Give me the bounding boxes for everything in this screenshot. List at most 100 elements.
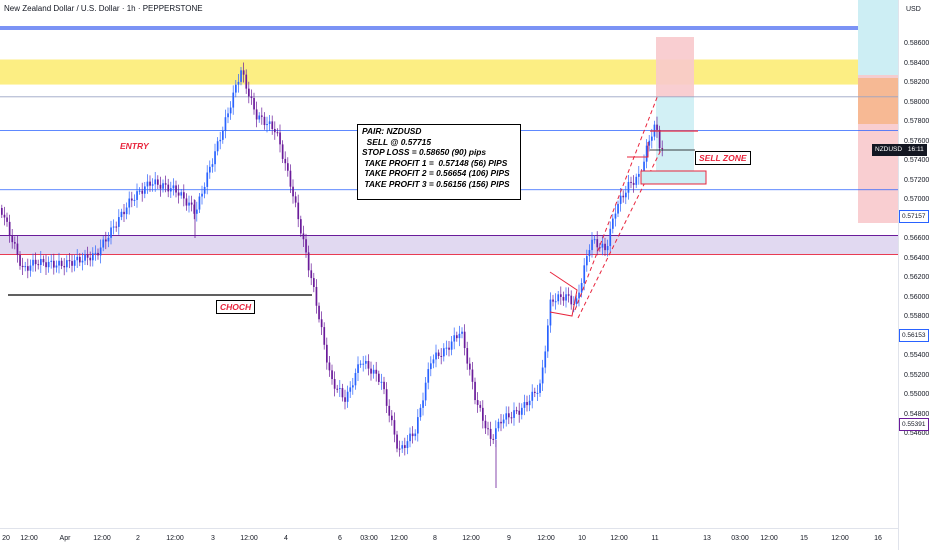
time-tick-label: 6 [338, 535, 342, 542]
symbol-tag-name: NZDUSD [875, 146, 903, 153]
candle-body [313, 278, 315, 287]
chart-area[interactable]: New Zealand Dollar / U.S. Dollar · 1h · … [0, 0, 898, 528]
time-tick-label: 13 [703, 535, 711, 542]
candle-body [302, 233, 305, 240]
candle-body [471, 369, 474, 382]
candle-body [58, 260, 60, 266]
candle-body [27, 266, 29, 271]
candle-body [536, 392, 539, 394]
candle-body [567, 294, 570, 296]
candle-body [492, 438, 495, 440]
candle-body [586, 256, 588, 266]
candle-body [37, 264, 40, 266]
candle-body [523, 402, 526, 408]
candle-body [172, 185, 175, 189]
candle-body [495, 428, 497, 440]
candle-body [16, 243, 19, 255]
price-tick-label: 0.54800 [904, 410, 930, 418]
candle-body [580, 282, 583, 293]
candle-body [263, 116, 266, 126]
time-tick-label: 4 [284, 535, 288, 542]
candle-body [274, 128, 276, 133]
candle-body [53, 260, 55, 268]
candle-body [398, 448, 401, 450]
candle-body [216, 141, 219, 152]
candle-body [476, 400, 479, 405]
time-tick-label: 11 [651, 535, 659, 542]
top-resistance-line [0, 26, 898, 30]
candle-body [19, 254, 21, 266]
candle-body [479, 404, 482, 408]
candle-body [297, 202, 300, 220]
candle-body [159, 184, 162, 189]
price-tick-label: 0.57800 [904, 118, 930, 125]
candle-body [518, 410, 521, 415]
candle-body [219, 139, 222, 142]
candle-body [372, 369, 375, 374]
candle-body [183, 192, 185, 199]
candle-body [84, 254, 86, 261]
candle-body [331, 370, 333, 380]
candle-body [534, 391, 536, 393]
candle-body [211, 164, 214, 167]
candle-body [99, 247, 102, 256]
candle-body [242, 70, 245, 75]
candle-body [162, 183, 164, 189]
candle-body [502, 419, 505, 424]
candle-body [128, 198, 131, 208]
candle-body [627, 181, 630, 193]
time-tick-label: 12:00 [760, 535, 778, 542]
candle-body [268, 121, 271, 125]
price-tick-label: 0.56400 [904, 254, 930, 262]
candle-body [497, 421, 500, 429]
trade-info-box: PAIR: NZDUSD SELL @ 0.57715 STOP LOSS = … [357, 124, 521, 200]
chart-canvas[interactable] [0, 0, 898, 528]
candle-body [279, 132, 281, 145]
demand-zone [0, 235, 898, 255]
candle-body [222, 130, 224, 140]
candle-body [281, 144, 284, 159]
candle-body [440, 355, 443, 357]
symbol-title: New Zealand Dollar / U.S. Dollar · 1h · … [4, 4, 203, 13]
candle-body [307, 252, 310, 271]
time-tick-label: 12:00 [831, 535, 849, 542]
candle-body [138, 190, 141, 192]
price-tick-label: 0.57600 [904, 137, 930, 145]
candle-body [110, 227, 112, 238]
candle-body [151, 184, 154, 186]
candle-body [341, 388, 344, 398]
price-tick-label: 0.56000 [904, 293, 930, 301]
candle-body [292, 186, 294, 197]
candle-body [583, 265, 586, 283]
candle-body [375, 369, 378, 374]
tp-box [640, 170, 707, 185]
candle-body [47, 261, 50, 268]
time-tick-label: 9 [507, 535, 511, 542]
candle-body [79, 256, 81, 263]
candle-body [630, 181, 632, 183]
candle-body [380, 381, 383, 383]
candle-body [365, 361, 367, 364]
candle-body [458, 333, 461, 339]
time-axis[interactable] [0, 528, 898, 551]
candle-body [645, 145, 648, 162]
price-axis[interactable] [898, 0, 932, 550]
candle-body [89, 257, 92, 261]
candle-body [612, 218, 614, 229]
candle-body [578, 292, 580, 299]
candle-body [570, 295, 573, 305]
candle-body [144, 186, 146, 194]
candle-body [539, 383, 541, 393]
candle-body [193, 204, 196, 214]
candle-body [14, 242, 16, 244]
candle-body [424, 382, 427, 401]
supply-zone [0, 59, 898, 85]
candle-body [229, 107, 232, 114]
candle-body [435, 352, 437, 360]
symbol-tag-countdown: 16:11 [907, 146, 924, 153]
candle-body [287, 163, 289, 171]
candle-body [261, 115, 263, 117]
candle-body [437, 352, 440, 356]
candle-body [349, 387, 352, 392]
candle-body [588, 250, 591, 257]
